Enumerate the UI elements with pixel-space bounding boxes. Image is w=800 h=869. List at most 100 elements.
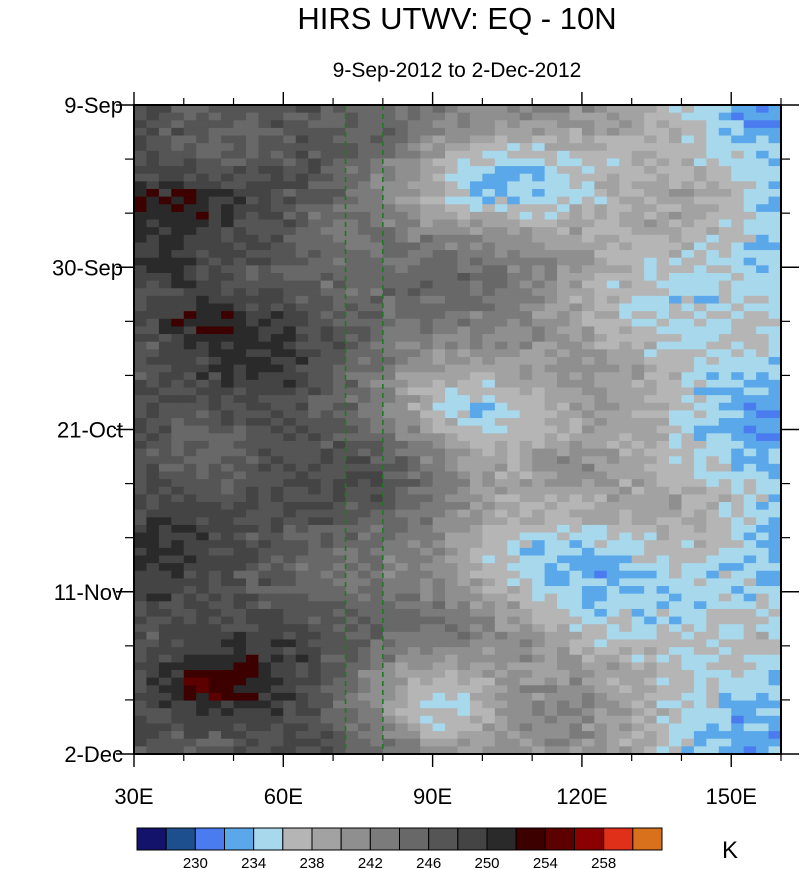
heatmap-cell bbox=[208, 616, 222, 625]
heatmap-cell bbox=[370, 326, 384, 335]
heatmap-cell bbox=[320, 120, 334, 129]
heatmap-cell bbox=[494, 685, 508, 694]
heatmap-cell bbox=[407, 639, 421, 648]
heatmap-cell bbox=[656, 517, 670, 526]
heatmap-cell bbox=[656, 227, 670, 236]
heatmap-cell bbox=[606, 494, 620, 503]
heatmap-cell bbox=[134, 105, 148, 114]
heatmap-cell bbox=[420, 578, 434, 587]
heatmap-cell bbox=[507, 158, 521, 167]
heatmap-cell bbox=[482, 150, 496, 160]
heatmap-cell bbox=[233, 639, 247, 648]
heatmap-cell bbox=[669, 120, 683, 129]
heatmap-cell bbox=[320, 372, 334, 381]
heatmap-cell bbox=[196, 250, 210, 259]
heatmap-cell bbox=[569, 120, 583, 129]
heatmap-cell bbox=[656, 143, 670, 152]
heatmap-cell bbox=[245, 700, 260, 709]
heatmap-cell bbox=[183, 364, 197, 373]
heatmap-cell bbox=[270, 700, 284, 709]
heatmap-cell bbox=[768, 150, 781, 160]
heatmap-cell bbox=[432, 440, 446, 450]
heatmap-cell bbox=[345, 547, 359, 557]
heatmap-cell bbox=[569, 685, 583, 694]
heatmap-cell bbox=[333, 257, 347, 266]
heatmap-cell bbox=[482, 738, 496, 747]
heatmap-cell bbox=[457, 570, 471, 579]
heatmap-cell bbox=[158, 303, 172, 312]
heatmap-cell bbox=[283, 723, 297, 732]
heatmap-cell bbox=[693, 234, 707, 244]
heatmap-cell bbox=[196, 670, 210, 679]
heatmap-cell bbox=[743, 593, 757, 602]
heatmap-cell bbox=[457, 166, 471, 175]
heatmap-cell bbox=[407, 700, 421, 709]
heatmap-cell bbox=[395, 440, 409, 450]
heatmap-cell bbox=[594, 685, 608, 694]
heatmap-cell bbox=[706, 532, 720, 541]
heatmap-cell bbox=[158, 326, 172, 335]
heatmap-cell bbox=[482, 166, 496, 175]
heatmap-cell bbox=[395, 288, 409, 297]
heatmap-cell bbox=[171, 677, 185, 686]
heatmap-cell bbox=[171, 227, 185, 236]
heatmap-cell bbox=[208, 601, 222, 610]
heatmap-cell bbox=[370, 387, 384, 396]
heatmap-cell bbox=[382, 257, 396, 266]
heatmap-cell bbox=[768, 257, 781, 266]
heatmap-cell bbox=[544, 670, 558, 679]
heatmap-cell bbox=[544, 364, 558, 373]
heatmap-cell bbox=[494, 448, 508, 457]
heatmap-cell bbox=[370, 127, 384, 137]
heatmap-cell bbox=[233, 158, 247, 167]
heatmap-cell bbox=[221, 318, 235, 328]
heatmap-cell bbox=[345, 227, 359, 236]
heatmap-cell bbox=[507, 181, 521, 190]
heatmap-cell bbox=[183, 395, 197, 404]
heatmap-cell bbox=[333, 127, 347, 137]
heatmap-cell bbox=[320, 173, 334, 182]
heatmap-cell bbox=[233, 502, 247, 511]
heatmap-cell bbox=[631, 242, 645, 251]
heatmap-cell bbox=[494, 578, 508, 587]
heatmap-cell bbox=[457, 318, 471, 328]
heatmap-cell bbox=[457, 334, 471, 343]
heatmap-cell bbox=[457, 364, 471, 373]
heatmap-cell bbox=[146, 685, 160, 694]
heatmap-cell bbox=[420, 341, 434, 350]
heatmap-cell bbox=[494, 387, 508, 396]
heatmap-cell bbox=[631, 173, 645, 182]
heatmap-cell bbox=[370, 204, 384, 213]
heatmap-cell bbox=[532, 700, 546, 709]
heatmap-cell bbox=[146, 188, 160, 198]
heatmap-cell bbox=[681, 318, 695, 328]
heatmap-cell bbox=[494, 647, 508, 656]
heatmap-cell bbox=[445, 448, 459, 457]
heatmap-cell bbox=[768, 196, 781, 205]
heatmap-cell bbox=[382, 303, 396, 312]
heatmap-cell bbox=[295, 547, 309, 557]
heatmap-cell bbox=[581, 517, 595, 526]
heatmap-cell bbox=[333, 311, 347, 320]
heatmap-cell bbox=[333, 418, 347, 427]
heatmap-cell bbox=[768, 746, 781, 754]
heatmap-cell bbox=[532, 494, 546, 503]
heatmap-cell bbox=[656, 250, 670, 259]
heatmap-cell bbox=[320, 219, 334, 228]
heatmap-cell bbox=[469, 234, 483, 244]
heatmap-cell bbox=[208, 700, 222, 709]
heatmap-cell bbox=[245, 334, 260, 343]
heatmap-cell bbox=[544, 410, 558, 419]
heatmap-cell bbox=[457, 708, 471, 717]
heatmap-cell bbox=[631, 112, 645, 121]
heatmap-cell bbox=[693, 463, 707, 473]
heatmap-cell bbox=[594, 250, 608, 259]
heatmap-cell bbox=[245, 456, 260, 465]
heatmap-cell bbox=[420, 288, 434, 297]
heatmap-cell bbox=[606, 593, 620, 602]
heatmap-cell bbox=[432, 326, 446, 335]
heatmap-cell bbox=[320, 471, 334, 480]
heatmap-cell bbox=[743, 692, 757, 702]
heatmap-cell bbox=[445, 204, 459, 213]
heatmap-cell bbox=[507, 295, 521, 305]
